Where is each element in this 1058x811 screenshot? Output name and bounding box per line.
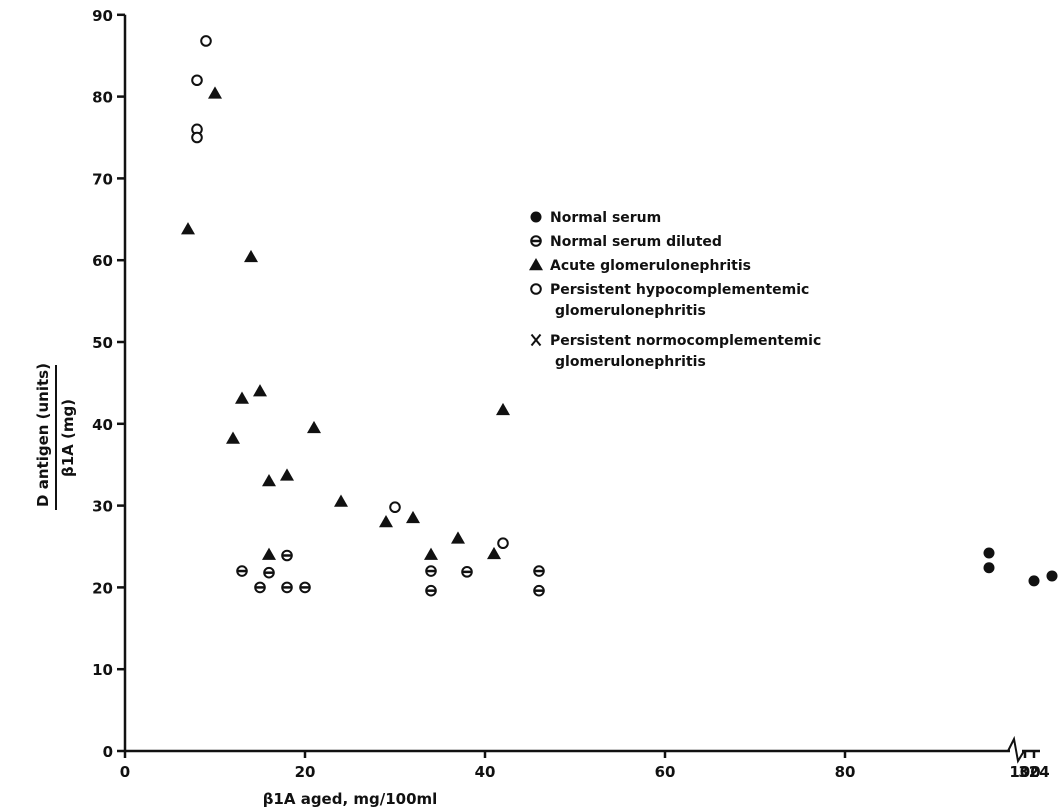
legend-item-2: Acute glomerulonephritis	[529, 258, 751, 274]
data-point	[281, 581, 293, 594]
y-tick-label: 30	[92, 498, 113, 516]
y-tick-label: 50	[92, 334, 113, 352]
data-point	[235, 391, 249, 404]
data-point	[487, 546, 501, 560]
data-point	[281, 549, 293, 562]
x-axis-label: β1A aged, mg/100ml	[263, 790, 438, 808]
y-tick-label: 40	[92, 416, 113, 434]
axis-break-mark	[1007, 735, 1025, 764]
data-point	[307, 420, 321, 434]
data-point	[389, 501, 401, 514]
legend-label: Normal serum diluted	[550, 234, 722, 250]
y-tick-label: 0	[103, 743, 113, 761]
y-tick-label: 60	[92, 252, 113, 270]
data-point	[181, 222, 195, 235]
data-point	[983, 562, 995, 574]
data-point	[262, 547, 276, 560]
data-point	[425, 584, 437, 597]
x-tick-label: 324	[1018, 763, 1049, 781]
legend-marker	[529, 258, 543, 271]
data-point	[406, 510, 420, 524]
y-tick-label: 90	[92, 7, 113, 25]
x-tick-label: 20	[295, 763, 316, 781]
data-point	[497, 537, 509, 550]
data-point	[236, 565, 248, 577]
y-tick-label: 70	[92, 170, 113, 188]
legend-item-0: Normal serum	[530, 210, 661, 226]
data-point	[244, 249, 258, 263]
series-2	[181, 86, 510, 560]
data-point	[254, 581, 266, 594]
legend-marker	[530, 333, 542, 347]
legend-label: glomerulonephritis	[555, 354, 706, 370]
data-point	[461, 566, 473, 578]
legend-marker	[530, 211, 542, 223]
x-tick-label: 80	[835, 763, 856, 781]
data-point	[379, 514, 393, 528]
legend-item-4: Persistent normocomplementemic glomerulon…	[530, 333, 821, 370]
data-point	[533, 565, 545, 577]
data-point	[191, 74, 203, 87]
legend-label: Persistent hypocomplementemic	[550, 282, 809, 298]
data-point	[425, 565, 437, 577]
y-tick-label: 10	[92, 661, 113, 679]
series-0	[983, 547, 1058, 587]
series-1	[236, 549, 545, 597]
data-point	[424, 547, 438, 560]
legend: Normal serum Normal serum diluted Acute gl…	[529, 210, 821, 370]
legend-label: Persistent normocomplementemic	[550, 333, 821, 349]
legend-marker	[530, 283, 542, 295]
data-point	[334, 494, 348, 507]
data-point	[263, 566, 275, 579]
data-point	[299, 581, 311, 594]
data-point	[191, 131, 203, 144]
legend-label: Normal serum	[550, 210, 661, 226]
data-point	[983, 547, 995, 559]
x-tick-label: 0	[120, 763, 130, 781]
x-tick-label: 40	[475, 763, 496, 781]
legend-label: Acute glomerulonephritis	[550, 258, 751, 274]
y-tick-label: 80	[92, 89, 113, 107]
marker-stroke	[530, 333, 542, 347]
y-axis-label-denominator: β1A (mg)	[59, 399, 77, 477]
data-point	[1046, 570, 1058, 582]
data-point	[226, 431, 240, 444]
axis-labels: β1A aged, mg/100ml D antigen (units) β1A…	[34, 363, 437, 808]
data-point	[1028, 575, 1040, 587]
data-point	[262, 474, 276, 487]
data-point	[280, 468, 294, 481]
series-3	[191, 35, 509, 550]
legend-marker	[530, 235, 542, 247]
legend-item-1: Normal serum diluted	[530, 234, 722, 250]
axes: 0102030405060708090020406080100120140160…	[92, 7, 1050, 781]
x-tick-label: 100	[1009, 763, 1040, 781]
legend-label: glomerulonephritis	[555, 303, 706, 319]
data-point	[208, 86, 222, 99]
data-point	[451, 531, 465, 544]
legend-item-3: Persistent hypocomplementemic glomerulone…	[530, 282, 809, 319]
data-point	[533, 584, 545, 597]
data-marks	[181, 35, 1058, 597]
data-point	[200, 35, 212, 47]
data-point	[253, 384, 267, 397]
x-tick-label: 60	[655, 763, 676, 781]
y-axis-label-numerator: D antigen (units)	[34, 363, 52, 507]
y-tick-label: 20	[92, 579, 113, 597]
data-point	[496, 402, 510, 416]
